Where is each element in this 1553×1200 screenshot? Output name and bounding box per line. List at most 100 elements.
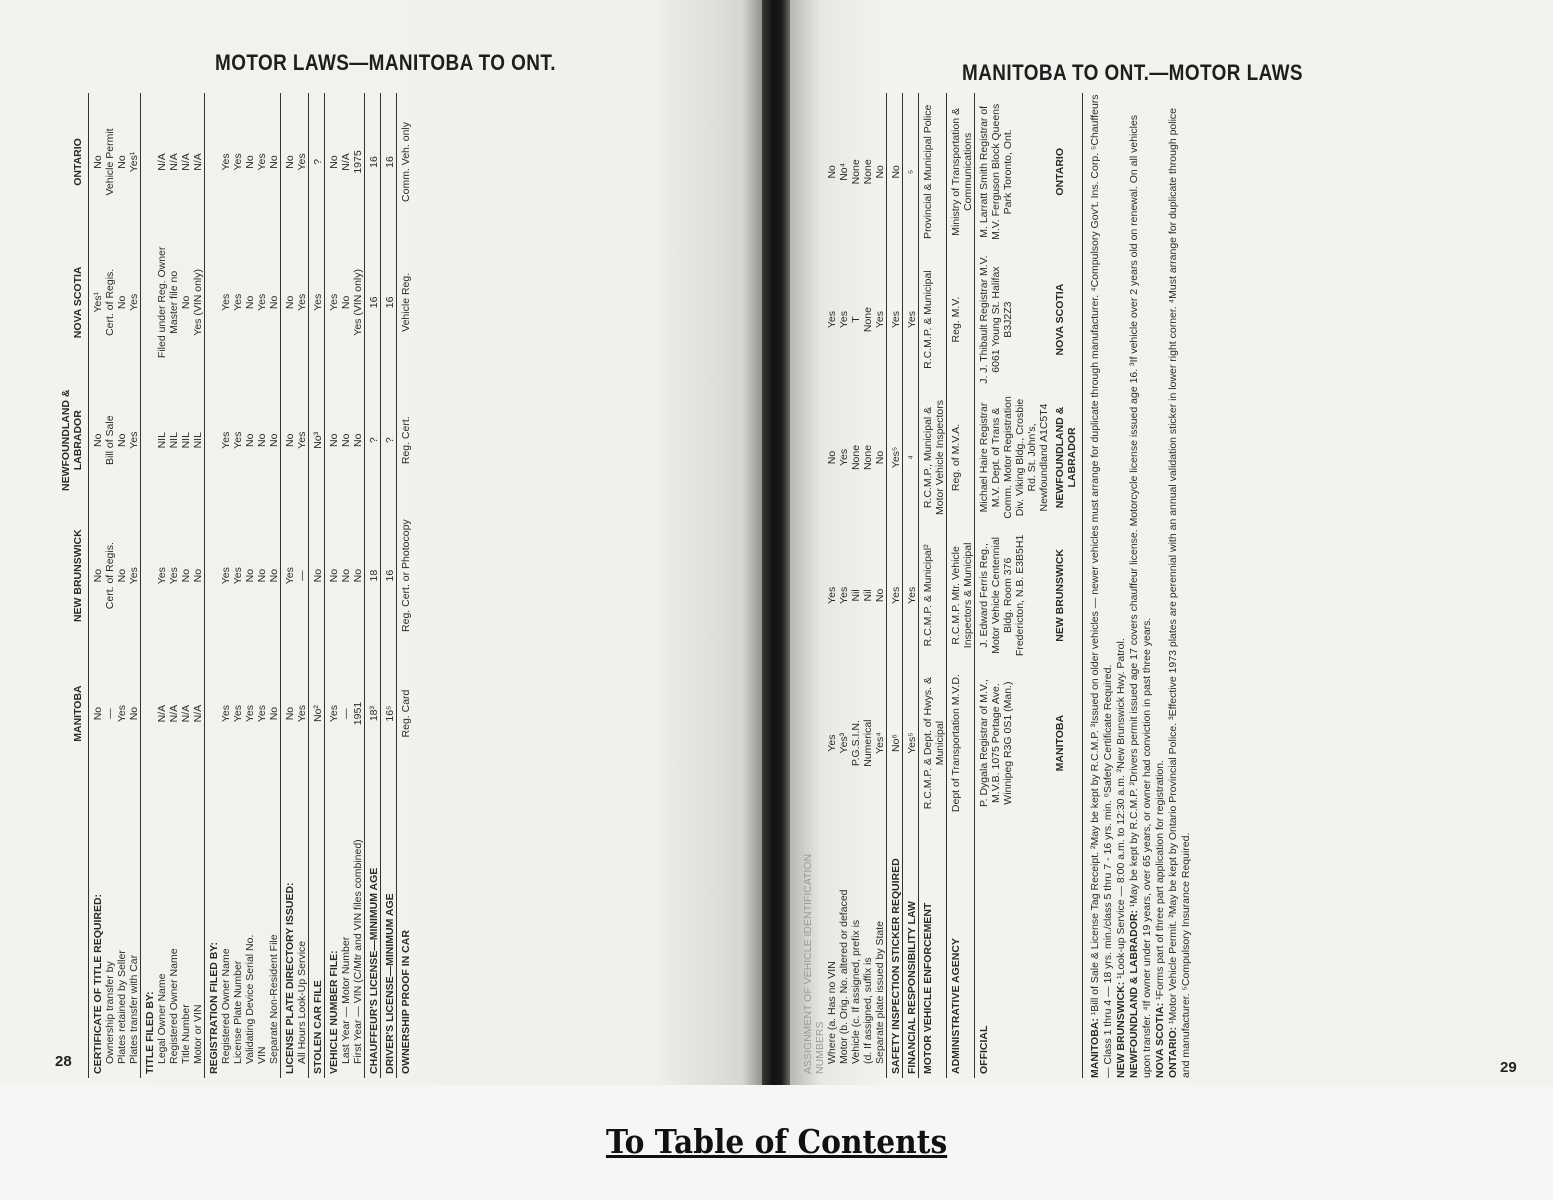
cell-value: No [352, 433, 364, 447]
cell-value: Yes [886, 250, 903, 389]
row-label: License Plate Number [232, 960, 244, 1064]
cell-value: No [324, 373, 340, 507]
footnote-label: MANITOBA: [1089, 1018, 1101, 1078]
cell-value: ⁵ [902, 93, 919, 251]
cell-value: J. J. Thibault Registrar M.V. 6061 Young… [974, 250, 1050, 389]
page-number: 28 [55, 1053, 72, 1070]
row-label: Motor (b. Orig. No. altered or defaced [838, 889, 850, 1065]
cell-value: Yes [256, 704, 268, 723]
cell-value: No [88, 373, 104, 507]
motor-laws-table: ASSIGNMENT OF VEHICLE IDENTIFICATION NUM… [802, 93, 1082, 1078]
cell-value: Yes [232, 293, 244, 311]
cell-value: Yes [232, 704, 244, 723]
table-row: OFFICIAL P. Dygala Registrar of M.V., M.V… [974, 93, 1050, 1078]
cell-value [802, 251, 826, 389]
row-label: Where (a. Has no VIN [826, 961, 838, 1064]
row-label: Title Number [180, 1004, 192, 1064]
table-row: CERTIFICATE OF TITLE REQUIRED: No No No Yes¹… [88, 93, 104, 1078]
cell-value [802, 526, 826, 664]
footnote: NEWFOUNDLAND & LABRADOR: ¹May be kept by… [1128, 93, 1154, 1078]
right-page: MANITOBA TO ONT.—MOTOR LAWS 29 ASSIGNMEN… [790, 0, 1553, 1085]
cell-value: No [88, 506, 104, 645]
cell-value: Reg. M.V. [946, 250, 975, 389]
cell-value: Yes⁵ [886, 388, 903, 527]
cell-value: No [88, 93, 104, 231]
row-label: TITLE FILED BY: [140, 782, 156, 1078]
cell-value: N/A [168, 153, 180, 171]
cell-value: No⁴ [838, 162, 850, 181]
cell-value: Yes [220, 293, 232, 311]
cell-value: Cert. of Regis. [104, 268, 116, 336]
cell-value: R.C.M.P. Mtr. Vehicle Inspectors & Munic… [946, 526, 975, 665]
table-row: Validating Device Serial No. Yes No No No No [244, 93, 256, 1078]
column-header [1050, 822, 1082, 1078]
cell-value [140, 644, 156, 783]
page-title: MOTOR LAWS—MANITOBA TO ONT. [215, 50, 556, 75]
cell-value: No [244, 433, 256, 447]
row-label: ADMINISTRATIVE AGENCY [946, 821, 975, 1078]
table-row: Registered Owner Name N/A Yes NIL Master fil… [168, 93, 180, 1078]
cell-value: No [116, 295, 128, 310]
cell-value: ? [380, 373, 397, 507]
cell-value: Yes [220, 704, 232, 723]
cell-value: P. Dygala Registrar of M.V., M.V.B. 1075… [974, 664, 1050, 822]
row-label: STOLEN CAR FILE [308, 782, 325, 1078]
cell-value: None [862, 444, 874, 471]
table-row: STOLEN CAR FILE No² No No³ Yes? [308, 93, 325, 1078]
cell-value: Yes (VIN only) [352, 268, 364, 336]
cell-value: Reg. Cert. or Photocopy [396, 506, 412, 645]
cell-value: Yes [308, 230, 325, 374]
cell-value: 16 [364, 93, 381, 231]
table-row: (d. If assigned, suffix is Numerical Nil No… [862, 93, 874, 1078]
cell-value: No [340, 433, 352, 447]
cell-value: No [826, 450, 838, 465]
cell-value: N/A [156, 153, 168, 171]
table-row: VEHICLE NUMBER FILE: Yes No No Yes No [324, 93, 340, 1078]
cell-value: Yes [902, 526, 919, 665]
cell-value: J. Edward Ferris Reg., Motor Vehicle Cen… [974, 526, 1050, 665]
cell-value: Comm. Veh. only [396, 93, 412, 231]
table-row: Plates transfer with Car No Yes Yes Yes Yes¹ [128, 93, 141, 1078]
cell-value: Yes [232, 567, 244, 585]
row-label: Legal Owner Name [156, 973, 168, 1064]
cell-value: None [850, 159, 862, 185]
row-label: DRIVER'S LICENSE—MINIMUM AGE [380, 782, 397, 1078]
table-of-contents-link[interactable]: To Table of Contents [605, 1122, 948, 1161]
cell-value: Dept of Transportation M.V.D. [946, 664, 975, 822]
cell-value [802, 664, 826, 822]
footnotes: MANITOBA: ¹Bill of Sale & License Tag Re… [1082, 93, 1193, 1078]
cell-value: No [180, 568, 192, 583]
cell-value: Yes [256, 153, 268, 171]
column-header: NEWFOUNDLAND & LABRADOR [1054, 406, 1078, 509]
cell-value: None [862, 159, 874, 185]
cell-value: No [256, 568, 268, 583]
cell-value: Yes [128, 567, 140, 585]
cell-value: — [296, 570, 308, 581]
row-label: (d. If assigned, suffix is [862, 957, 874, 1064]
cell-value: Yes [256, 293, 268, 311]
motor-laws-table-right: ASSIGNMENT OF VEHICLE IDENTIFICATION NUM… [802, 93, 1492, 1078]
cell-value [204, 506, 220, 645]
cell-value: 16 [380, 93, 397, 231]
row-label: LICENSE PLATE DIRECTORY ISSUED: [280, 782, 296, 1078]
cell-value: Yes [826, 311, 838, 329]
cell-value: Filed under Reg. Owner [156, 246, 168, 359]
footnote: ONTARIO: ¹Motor Vehicle Permit. ²May be … [1167, 93, 1193, 1078]
cell-value: No [280, 93, 296, 231]
table-row: REGISTRATION FILED BY: [204, 93, 220, 1078]
cell-value: Michael Haire Registrar M.V. Dept. of Tr… [974, 388, 1050, 527]
cell-value [140, 506, 156, 645]
cell-value: No [256, 433, 268, 447]
cell-value: No [180, 295, 192, 310]
table-row: FINANCIAL RESPONSIBILITY LAW Yes⁵ Yes ⁴ Yes ⁵ [902, 93, 919, 1078]
cell-value: No [268, 433, 280, 447]
cell-value: Yes [324, 644, 340, 783]
table-row: ASSIGNMENT OF VEHICLE IDENTIFICATION NUM… [802, 93, 826, 1078]
table-row: Legal Owner Name N/A Yes NIL Filed under Reg… [156, 93, 168, 1078]
cell-value: No [116, 433, 128, 447]
cell-value: — [340, 708, 352, 719]
cell-value: Yes [128, 293, 140, 311]
footnote: NEW BRUNSWICK: ¹Look-up Service — 8:00 a… [1115, 93, 1128, 1078]
table-row: Title Number N/A No NIL No N/A [180, 93, 192, 1078]
column-header [60, 783, 89, 1079]
